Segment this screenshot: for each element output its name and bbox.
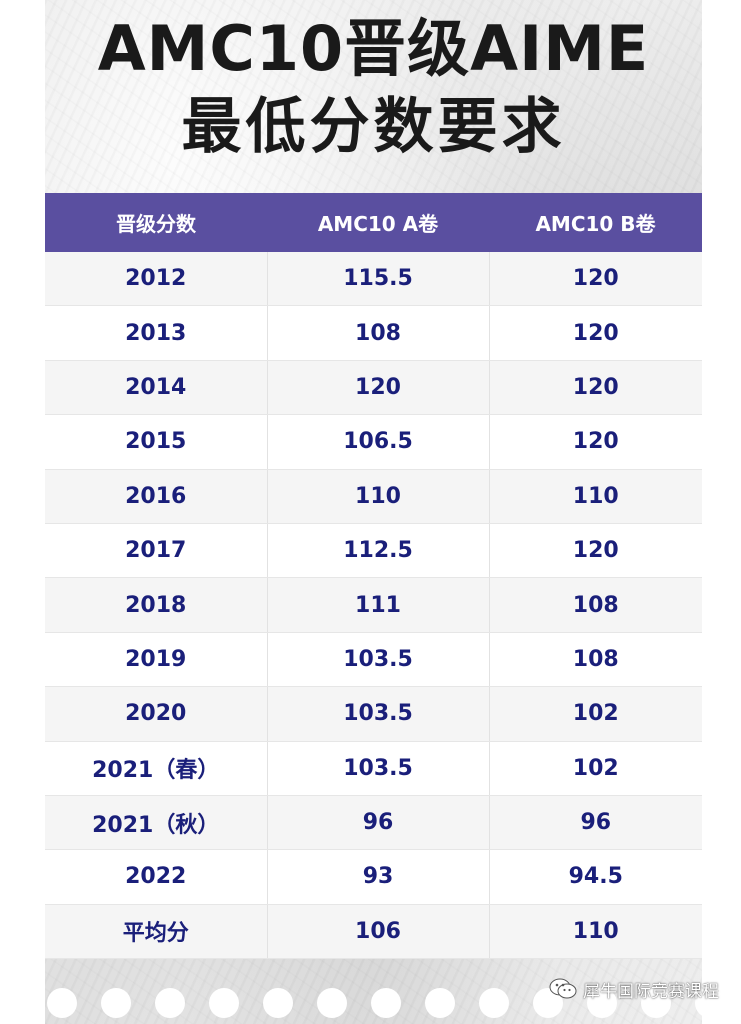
table-cell: 120 [489, 414, 702, 470]
scallop-circle [371, 988, 401, 1018]
table-cell: 93 [267, 849, 490, 905]
header-cell-year: 晋级分数 [45, 193, 267, 252]
title-line-1: AMC10晋级AIME [97, 12, 650, 85]
table-cell: 120 [489, 252, 702, 307]
table-row: 2021（秋） 96 96 [45, 795, 702, 851]
table-row: 2013 108 120 [45, 305, 702, 361]
scallop-circle [317, 988, 347, 1018]
table-cell: 110 [489, 904, 702, 960]
table-cell: 111 [267, 577, 490, 633]
table-cell: 120 [489, 523, 702, 579]
scallop-circle [47, 988, 77, 1018]
scallop-circle [101, 988, 131, 1018]
scallop-circle [155, 988, 185, 1018]
table-cell: 108 [489, 632, 702, 688]
score-table-container: 晋级分数 AMC10 A卷 AMC10 B卷 2012 115.5 120 20… [45, 193, 702, 960]
table-cell: 2020 [45, 686, 268, 742]
table-cell: 2017 [45, 523, 268, 579]
watermark: 犀牛国际竞赛课程 [549, 974, 719, 1004]
title-line-2: 最低分数要求 [181, 92, 566, 162]
table-cell: 2018 [45, 577, 268, 633]
table-row: 2022 93 94.5 [45, 849, 702, 905]
table-cell: 120 [489, 305, 702, 361]
right-margin [702, 0, 741, 1024]
table-cell: 2012 [45, 252, 268, 307]
table-row: 2020 103.5 102 [45, 686, 702, 742]
table-cell: 102 [489, 686, 702, 742]
table-row: 2021（春） 103.5 102 [45, 741, 702, 796]
scallop-circle [425, 988, 455, 1018]
table-cell: 103.5 [267, 686, 490, 742]
table-row: 2017 112.5 120 [45, 523, 702, 579]
table-cell: 103.5 [267, 741, 490, 796]
scallop-circle [209, 988, 239, 1018]
table-cell: 115.5 [267, 252, 490, 307]
table-cell: 112.5 [267, 523, 490, 579]
scallop-circle [587, 988, 617, 1018]
table-row: 2019 103.5 108 [45, 632, 702, 688]
table-row: 2014 120 120 [45, 360, 702, 416]
table-cell: 2021（秋） [45, 795, 268, 851]
table-cell: 2021（春） [45, 741, 268, 796]
table-cell: 2013 [45, 305, 268, 361]
header-cell-b: AMC10 B卷 [489, 193, 702, 252]
table-cell: 2019 [45, 632, 268, 688]
table-cell: 120 [267, 360, 490, 416]
watermark-text: 犀牛国际竞赛课程 [583, 981, 719, 1002]
scalloped-edge [45, 981, 702, 1024]
table-cell: 108 [489, 577, 702, 633]
table-cell: 94.5 [489, 849, 702, 905]
table-cell: 120 [489, 360, 702, 416]
scallop-circle [479, 988, 509, 1018]
left-margin [0, 0, 45, 1024]
score-table: 晋级分数 AMC10 A卷 AMC10 B卷 2012 115.5 120 20… [45, 193, 702, 960]
table-row-average: 平均分 106 110 [45, 904, 702, 960]
table-cell: 2014 [45, 360, 268, 416]
table-cell: 96 [489, 795, 702, 851]
table-cell: 2015 [45, 414, 268, 470]
table-row: 2018 111 108 [45, 577, 702, 633]
table-header-row: 晋级分数 AMC10 A卷 AMC10 B卷 [45, 193, 702, 252]
table-cell: 106.5 [267, 414, 490, 470]
table-cell: 2022 [45, 849, 268, 905]
scallop-circle [695, 988, 702, 1018]
table-cell: 102 [489, 741, 702, 796]
table-cell: 96 [267, 795, 490, 851]
header-cell-a: AMC10 A卷 [267, 193, 489, 252]
table-cell: 2016 [45, 469, 268, 524]
table-cell: 110 [267, 469, 490, 524]
wechat-icon [549, 978, 577, 1000]
table-cell: 平均分 [45, 904, 268, 960]
table-row: 2012 115.5 120 [45, 252, 702, 307]
table-row: 2016 110 110 [45, 469, 702, 524]
table-cell: 110 [489, 469, 702, 524]
table-cell: 103.5 [267, 632, 490, 688]
table-cell: 108 [267, 305, 490, 361]
table-cell: 106 [267, 904, 490, 960]
scallop-circle [263, 988, 293, 1018]
scallop-circle [641, 988, 671, 1018]
table-row: 2015 106.5 120 [45, 414, 702, 470]
